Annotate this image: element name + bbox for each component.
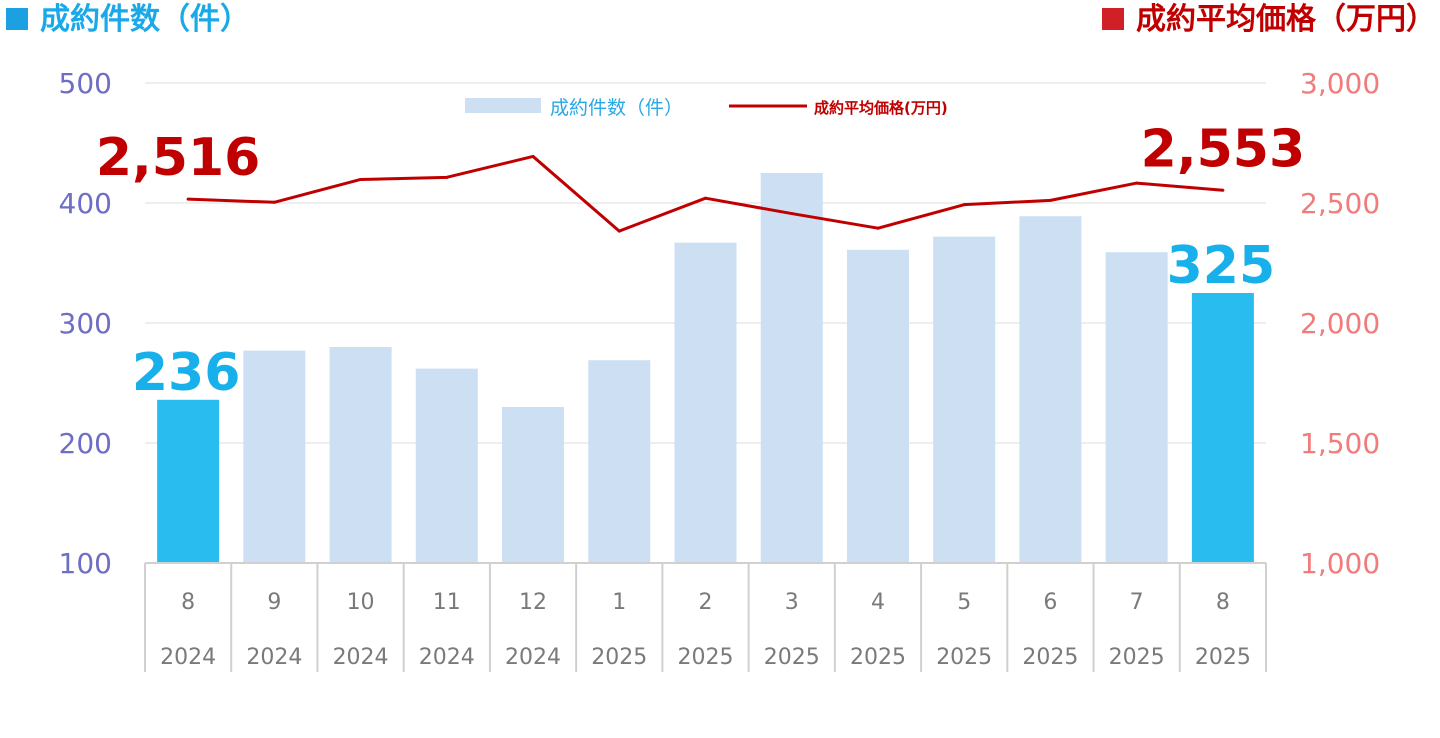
category-month-label: 4 — [871, 590, 885, 615]
left-axis-tick-label: 500 — [59, 67, 112, 100]
category-month-label: 6 — [1043, 590, 1057, 615]
price-point — [1048, 198, 1052, 202]
price-point — [876, 226, 880, 230]
bar — [1019, 216, 1082, 563]
right-axis-tick-label: 2,000 — [1300, 307, 1380, 340]
price-point — [617, 229, 621, 233]
category-year-label: 2025 — [936, 645, 992, 670]
category-year-label: 2024 — [333, 645, 389, 670]
bar — [588, 360, 651, 563]
line-value-label: 2,516 — [96, 128, 260, 188]
bar — [846, 249, 909, 564]
price-point — [962, 203, 966, 207]
category-year-label: 2024 — [505, 645, 561, 670]
category-year-label: 2025 — [1022, 645, 1078, 670]
price-point — [359, 177, 363, 181]
bar — [674, 242, 737, 563]
category-month-label: 1 — [612, 590, 626, 615]
left-axis-tick-label: 200 — [59, 427, 112, 460]
right-axis-tick-label: 2,500 — [1300, 187, 1380, 220]
bar — [760, 173, 823, 563]
category-year-label: 2024 — [160, 645, 216, 670]
category-month-label: 2 — [699, 590, 713, 615]
bar-value-label: 236 — [132, 343, 241, 403]
price-point — [186, 197, 190, 201]
bar — [933, 236, 996, 563]
right-axis-title-text: 成約平均価格（万円） — [1136, 2, 1436, 37]
price-point — [1221, 188, 1225, 192]
category-year-label: 2025 — [1195, 645, 1251, 670]
right-axis-tick-label: 1,000 — [1300, 547, 1380, 580]
price-point — [790, 212, 794, 216]
left-axis-title: 成約件数（件） — [6, 0, 250, 40]
bar-highlight — [157, 399, 220, 563]
category-year-label: 2025 — [591, 645, 647, 670]
bar-value-label: 325 — [1167, 236, 1276, 296]
price-point — [531, 154, 535, 158]
price-point — [704, 196, 707, 200]
line-value-label: 2,553 — [1141, 119, 1305, 179]
legend-square-red-icon — [1102, 8, 1124, 30]
right-axis-tick-label: 3,000 — [1300, 67, 1380, 100]
category-month-label: 8 — [1216, 590, 1230, 615]
category-year-label: 2025 — [678, 645, 734, 670]
bar-highlight — [1191, 293, 1254, 563]
category-month-label: 10 — [347, 590, 375, 615]
bar — [243, 350, 306, 563]
category-month-label: 8 — [181, 590, 195, 615]
legend-square-blue-icon — [6, 8, 28, 30]
price-point — [272, 200, 276, 204]
category-month-label: 3 — [785, 590, 799, 615]
category-month-label: 7 — [1130, 590, 1144, 615]
bar — [415, 368, 478, 563]
price-point — [445, 175, 449, 179]
category-month-label: 12 — [519, 590, 547, 615]
category-month-label: 9 — [267, 590, 281, 615]
right-axis-title: 成約平均価格（万円） — [1102, 0, 1436, 40]
right-axis-tick-label: 1,500 — [1300, 427, 1380, 460]
left-axis-title-text: 成約件数（件） — [40, 2, 250, 37]
category-year-label: 2025 — [764, 645, 820, 670]
category-year-label: 2025 — [850, 645, 906, 670]
left-axis-tick-label: 100 — [59, 547, 112, 580]
category-month-label: 11 — [433, 590, 461, 615]
bar — [329, 347, 392, 563]
left-axis-tick-label: 400 — [59, 187, 112, 220]
price-point — [1135, 181, 1139, 185]
category-year-label: 2024 — [246, 645, 302, 670]
bar — [502, 407, 565, 563]
category-year-label: 2025 — [1109, 645, 1165, 670]
category-year-label: 2024 — [419, 645, 475, 670]
category-month-label: 5 — [957, 590, 971, 615]
legend-bar-swatch — [465, 98, 541, 113]
bar — [1105, 252, 1168, 563]
legend-bar-label: 成約件数（件） — [550, 97, 683, 119]
left-axis-tick-label: 300 — [59, 307, 112, 340]
legend-line-label: 成約平均価格(万円) — [814, 99, 948, 117]
